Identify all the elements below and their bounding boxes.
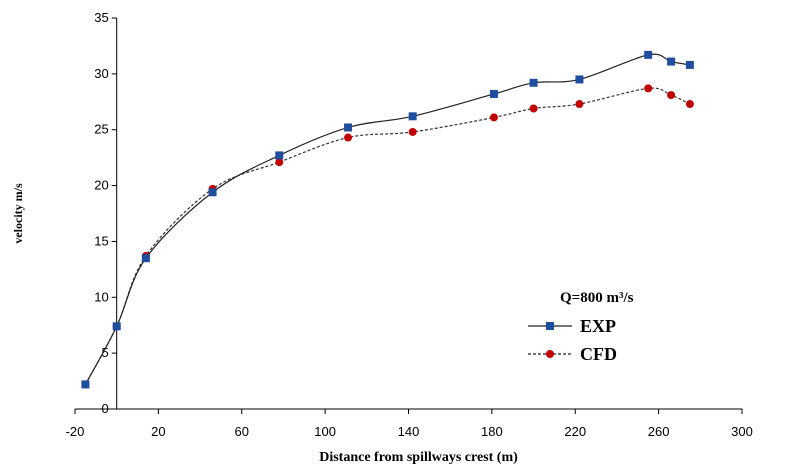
exp-point — [344, 123, 353, 132]
cfd-point — [644, 84, 653, 93]
exp-point — [489, 89, 498, 98]
exp-point — [81, 380, 90, 389]
legend-cfd-label: CFD — [580, 344, 617, 364]
exp-point — [685, 60, 694, 69]
y-tick-label: 10 — [94, 289, 108, 304]
legend-title: Q=800 m³/s — [560, 290, 634, 306]
x-axis-title: Distance from spillways crest (m) — [319, 450, 518, 465]
y-tick-label: 25 — [94, 122, 108, 137]
x-tick-label: 180 — [481, 424, 503, 439]
cfd-point — [667, 91, 676, 100]
y-tick-label: 20 — [94, 178, 108, 193]
x-tick-label: 300 — [731, 424, 753, 439]
exp-point — [575, 75, 584, 84]
exp-point — [112, 322, 121, 331]
cfd-point — [575, 100, 584, 109]
exp-point — [667, 57, 676, 66]
series-layer — [81, 50, 694, 389]
x-tick-label: 100 — [314, 424, 336, 439]
y-axis-title: velocity m/s — [11, 183, 25, 244]
x-tick-label: 220 — [564, 424, 586, 439]
exp-point — [644, 50, 653, 59]
exp-point — [408, 112, 417, 121]
legend: Q=800 m³/s EXP CFD — [528, 290, 634, 364]
y-tick-label: 15 — [94, 233, 108, 248]
cfd-point — [685, 100, 694, 109]
legend-exp-marker — [546, 322, 554, 330]
exp-point — [529, 78, 538, 87]
legend-exp-label: EXP — [580, 316, 616, 336]
axes: 0 5 10 15 20 25 30 35 -20 20 60 100 140 180 220 260 300 — [66, 10, 753, 439]
exp-point — [208, 188, 217, 197]
x-tick-label: 60 — [235, 424, 249, 439]
exp-point — [141, 254, 150, 263]
x-tick-label: 140 — [398, 424, 420, 439]
x-tick-label: 260 — [648, 424, 670, 439]
cfd-series-line — [84, 87, 691, 385]
legend-cfd-marker — [546, 350, 554, 358]
cfd-point — [489, 113, 498, 122]
cfd-point — [529, 104, 538, 113]
cfd-point — [408, 127, 417, 136]
y-tick-label: 30 — [94, 66, 108, 81]
cfd-point — [344, 133, 353, 142]
x-tick-label: 20 — [151, 424, 165, 439]
x-tick-label: -20 — [66, 424, 85, 439]
cfd-point — [275, 158, 284, 167]
y-tick-label: 5 — [101, 345, 108, 360]
y-tick-label: 0 — [101, 401, 108, 416]
exp-point — [275, 151, 284, 160]
y-tick-label: 35 — [94, 10, 108, 25]
